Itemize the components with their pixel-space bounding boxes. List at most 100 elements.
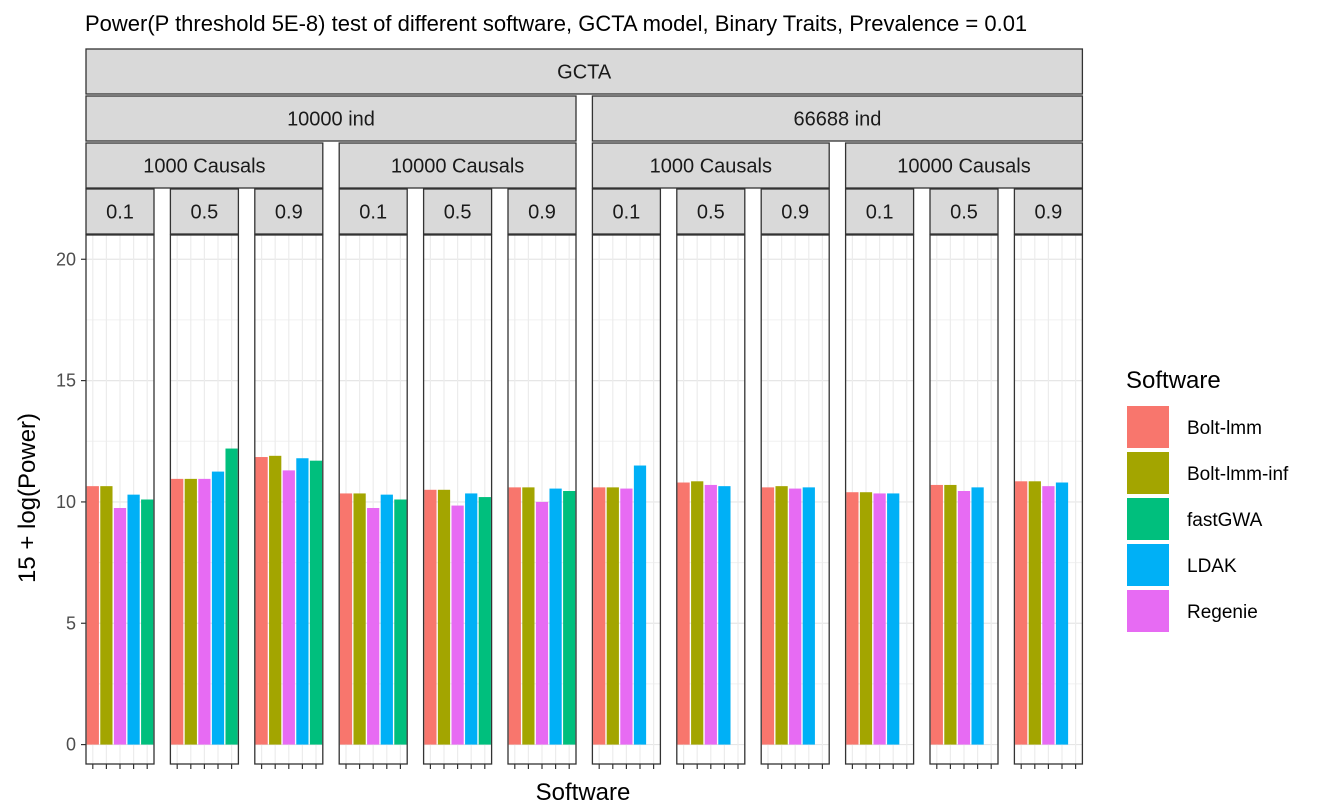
bar-Regenie [367, 507, 380, 745]
bar-Regenie [282, 470, 295, 745]
legend-label-Bolt-lmm: Bolt-lmm [1187, 418, 1262, 439]
strip-ind-1-label: 66688 ind [793, 109, 881, 131]
legend-swatch-Regenie [1127, 590, 1169, 632]
bar-Regenie [704, 484, 717, 745]
bar-Bolt-lmm [761, 487, 775, 745]
legend-label-LDAK: LDAK [1187, 556, 1237, 577]
legend-swatch-Bolt-lmm [1127, 406, 1169, 448]
strip-h-10-box [929, 188, 999, 235]
strip-ind-0-box [85, 95, 577, 142]
strip-h-5-box [507, 188, 577, 235]
strip-h-2-box [254, 188, 324, 235]
strip-ind-1-box [591, 95, 1084, 142]
bar-Bolt-lmm-inf [944, 484, 957, 745]
bar-LDAK [1055, 482, 1069, 745]
strip-h-8-label: 0.9 [781, 202, 809, 224]
x-axis-title: Software [536, 779, 631, 806]
strip-h-11-label: 0.9 [1034, 202, 1062, 224]
bar-Bolt-lmm [255, 457, 268, 745]
bar-Bolt-lmm-inf [1028, 481, 1041, 745]
legend-swatch-Bolt-lmm-inf [1127, 452, 1169, 494]
bar-LDAK [127, 494, 140, 745]
bar-LDAK [887, 493, 900, 745]
strip-h-1-label: 0.5 [190, 202, 218, 224]
chart-title: Power(P threshold 5E-8) test of differen… [85, 11, 1027, 36]
strip-causals-3-box [844, 142, 1084, 189]
bar-LDAK [549, 488, 562, 745]
legend-label-Regenie: Regenie [1187, 602, 1258, 623]
panel-8 [760, 234, 830, 769]
bar-Regenie [957, 491, 971, 745]
bar-LDAK [718, 486, 731, 745]
bar-Bolt-lmm [424, 489, 437, 745]
panel-5 [507, 234, 577, 769]
strip-causals-2-label: 1000 Causals [650, 156, 772, 178]
bar-Bolt-lmm [171, 478, 184, 745]
strip-h-0-box [85, 188, 155, 235]
bar-fastGWA [478, 497, 491, 745]
bar-fastGWA [394, 499, 407, 745]
bar-Bolt-lmm-inf [691, 481, 704, 745]
y-tick-label: 5 [66, 613, 76, 633]
legend-swatch-fastGWA [1127, 498, 1169, 540]
bar-LDAK [296, 458, 309, 745]
bar-fastGWA [141, 499, 154, 745]
strip-h-7-box [676, 188, 746, 235]
strip-h-7-label: 0.5 [697, 202, 725, 224]
strip-model-label: GCTA [557, 62, 612, 84]
strip-h-10-label: 0.5 [950, 202, 978, 224]
strip-h-2-label: 0.9 [275, 202, 303, 224]
strip-h-1-box [169, 188, 240, 235]
facet-strips: GCTA 10000 ind 66688 ind 1000 Causals 10000 … [85, 48, 1084, 235]
legend: Software Bolt-lmm Bolt-lmm-inf fastGWA LDAK R… [1126, 367, 1289, 632]
y-tick-label: 0 [66, 735, 76, 755]
bar-Bolt-lmm [930, 484, 943, 745]
strip-causals-0-label: 1000 Causals [143, 156, 265, 178]
bar-Bolt-lmm-inf [859, 492, 873, 745]
strip-causals-3-label: 10000 Causals [897, 156, 1030, 178]
bar-Bolt-lmm-inf [522, 487, 535, 745]
y-axis: 0 5 10 15 20 [56, 249, 86, 755]
panel-0 [85, 234, 155, 769]
bar-Bolt-lmm-inf [353, 493, 366, 745]
strip-h-9-label: 0.1 [866, 202, 894, 224]
panel-10 [929, 234, 999, 769]
bar-LDAK [465, 493, 478, 745]
y-axis-title: 15 + log(Power) [14, 413, 41, 583]
strip-h-4-box [422, 188, 493, 235]
bar-Regenie [451, 505, 464, 745]
bar-Bolt-lmm-inf [100, 486, 113, 745]
bar-Regenie [789, 488, 802, 745]
bar-LDAK [633, 465, 647, 745]
bar-Bolt-lmm-inf [606, 487, 619, 745]
strip-h-11-box [1013, 188, 1084, 235]
strip-causals-2-box [591, 142, 830, 189]
bar-Regenie [535, 501, 549, 745]
bar-Bolt-lmm [1015, 481, 1028, 745]
strip-h-3-label: 0.1 [359, 202, 387, 224]
strip-h-6-label: 0.1 [612, 202, 640, 224]
panel-11 [1013, 234, 1084, 769]
bar-Bolt-lmm [339, 493, 353, 745]
strip-causals-1-label: 10000 Causals [391, 156, 524, 178]
strip-causals-1-box [338, 142, 577, 189]
y-tick-label: 10 [56, 492, 76, 512]
strip-h-4-label: 0.5 [444, 202, 472, 224]
facet-panels [85, 234, 1084, 769]
bar-Regenie [620, 488, 633, 745]
legend-title: Software [1126, 367, 1221, 394]
bar-fastGWA [563, 491, 576, 745]
y-tick-label: 15 [56, 371, 76, 391]
strip-h-3-box [338, 188, 408, 235]
bar-Bolt-lmm [508, 487, 521, 745]
bar-Regenie [113, 507, 127, 745]
y-tick-label: 20 [56, 249, 76, 269]
bar-LDAK [380, 494, 393, 745]
bar-Bolt-lmm [86, 486, 99, 745]
bar-Bolt-lmm-inf [269, 455, 282, 745]
panel-9 [844, 234, 915, 769]
bar-LDAK [971, 487, 984, 745]
bar-Bolt-lmm [677, 482, 690, 745]
strip-h-6-box [591, 188, 662, 235]
